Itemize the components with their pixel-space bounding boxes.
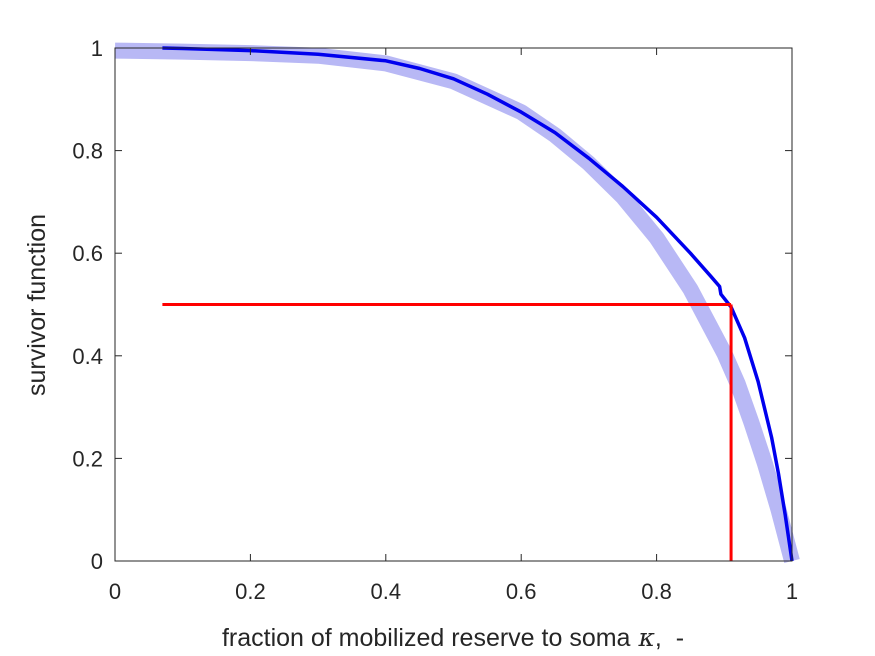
x-tick-label: 1 xyxy=(786,579,798,604)
y-axis-label: survivor function xyxy=(23,214,51,396)
y-tick-label: 0 xyxy=(91,549,103,574)
y-tick-label: 1 xyxy=(91,36,103,61)
y-tick-label: 0.4 xyxy=(72,344,103,369)
x-tick-label: 0.4 xyxy=(371,579,402,604)
tick-label-layer: 0 0.2 0.4 0.6 0.8 1 0 0.2 0.4 0.6 0.8 1 xyxy=(72,36,798,604)
y-tick-label: 0.2 xyxy=(72,446,103,471)
y-tick-label: 0.8 xyxy=(72,139,103,164)
x-tick-label: 0 xyxy=(109,579,121,604)
x-tick-label: 0.8 xyxy=(641,579,672,604)
axes-layer xyxy=(114,47,793,562)
series-layer xyxy=(114,42,800,564)
x-axis-label-symbol: κ xyxy=(637,623,655,652)
x-axis-label: fraction of mobilized reserve to soma κ, … xyxy=(222,623,684,652)
x-axis-label-unit: , - xyxy=(655,624,684,652)
x-tick-label: 0.2 xyxy=(235,579,266,604)
y-tick-label: 0.6 xyxy=(72,241,103,266)
annotation-layer xyxy=(162,303,733,561)
x-axis-label-text: fraction of mobilized reserve to soma xyxy=(222,624,631,652)
survivor-curve-line xyxy=(162,46,794,562)
axes-box xyxy=(114,47,793,562)
x-tick-label: 0.6 xyxy=(506,579,537,604)
